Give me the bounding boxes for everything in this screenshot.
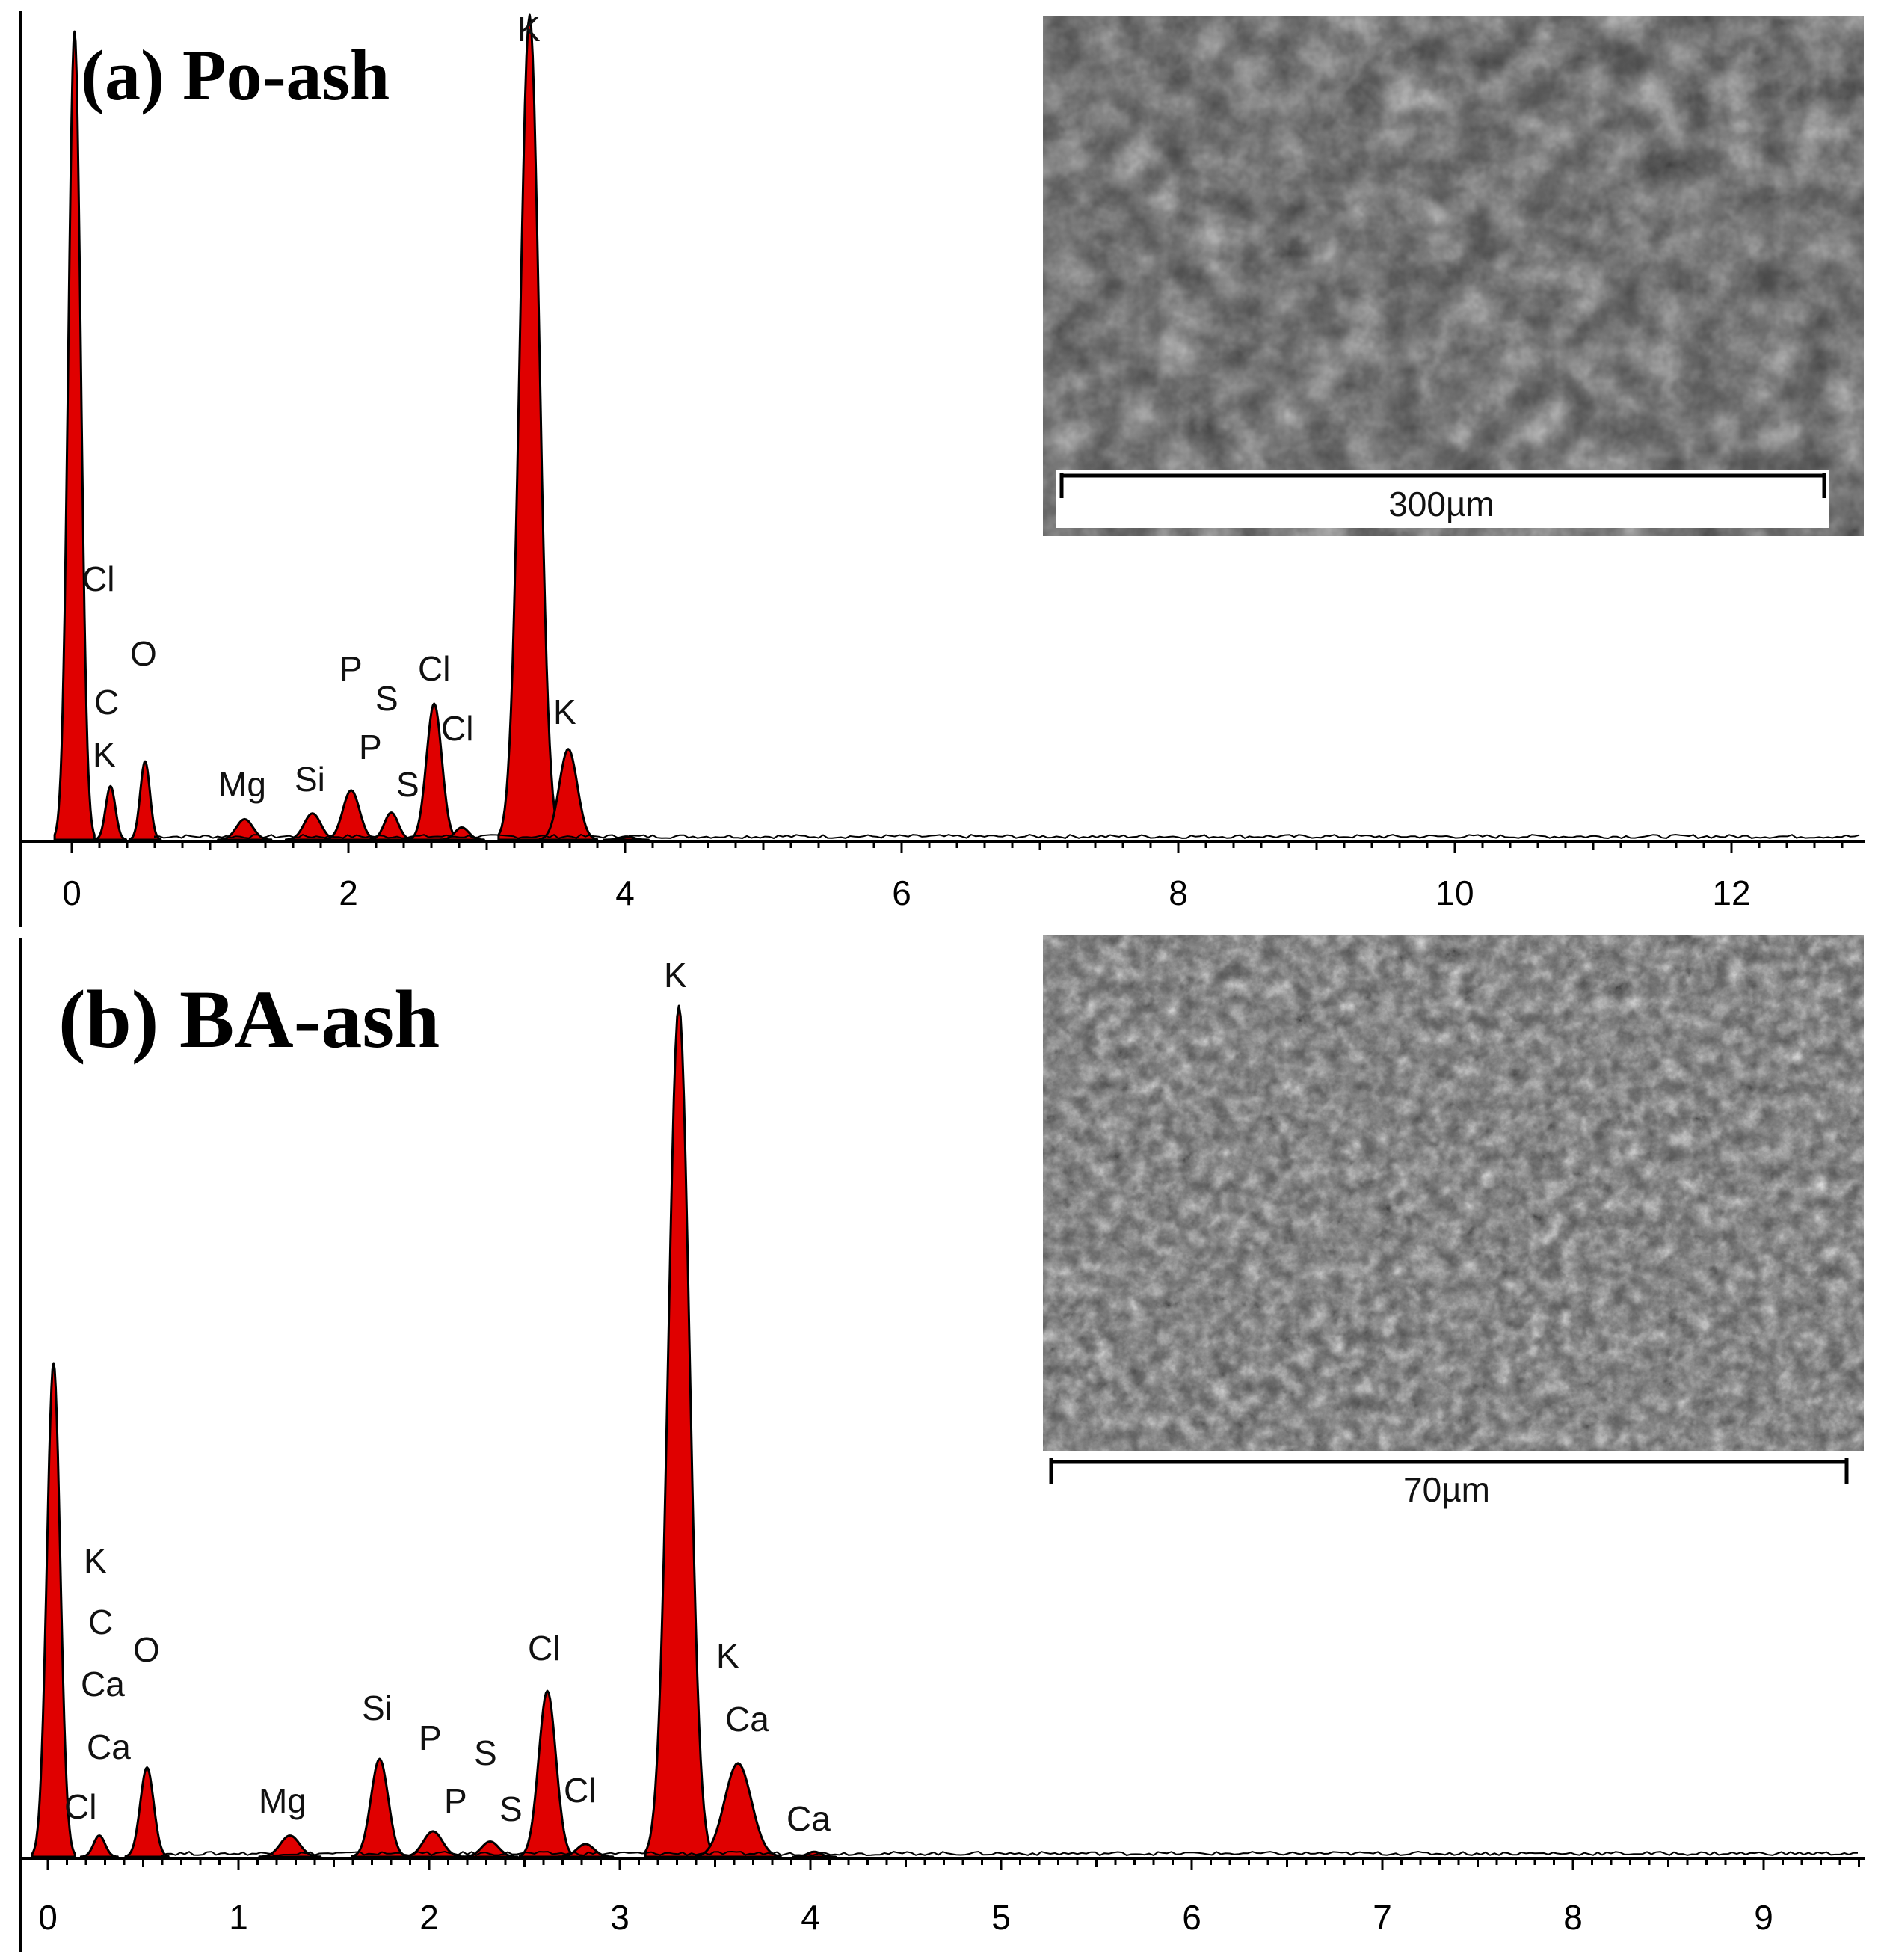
spectrum-peak: [401, 1830, 465, 1858]
peak-label: S: [499, 1790, 523, 1828]
peak-label: Cl: [64, 1787, 96, 1826]
x-tick-labels-b: 0 1 2 3 4 5 6 7 8 9: [38, 1898, 1773, 1937]
peak-label: C: [94, 683, 119, 722]
tick-label: 10: [1435, 873, 1474, 912]
tick-label: 8: [1169, 873, 1188, 912]
tick-label: 0: [62, 873, 81, 912]
baseline-noise: [154, 833, 1860, 840]
baseline-noise-a: [154, 833, 1860, 840]
x-tick-labels-a: 0 2 4 6 8 10 12: [62, 873, 1750, 912]
peak-label: O: [130, 634, 157, 673]
spectrum-peak: [644, 1004, 714, 1858]
scale-bar-label-b: 70µm: [1403, 1470, 1490, 1509]
peak-label: Ca: [786, 1799, 831, 1838]
peak-label: Ca: [87, 1727, 131, 1766]
peak-label: S: [474, 1733, 497, 1772]
tick-label: 5: [991, 1898, 1011, 1937]
tick-label: 2: [419, 1898, 439, 1937]
spectrum-peak: [258, 1834, 322, 1858]
tick-label: 4: [801, 1898, 820, 1937]
peak-label: Cl: [528, 1629, 560, 1668]
peak-label: C: [88, 1603, 113, 1641]
peak-label: Mg: [218, 765, 266, 804]
sem-inset-b: 70µm: [1043, 935, 1864, 1511]
peak-label: K: [716, 1636, 739, 1675]
spectrum-peak: [518, 1689, 576, 1858]
spectrum-peak: [124, 1766, 170, 1858]
scale-bar-panel-a: [1056, 470, 1829, 528]
spectrum-peak: [128, 760, 162, 841]
panel-title-a: (a) Po-ash: [81, 35, 390, 115]
peak-label: K: [553, 692, 576, 731]
sem-texture-b: [1043, 935, 1864, 1451]
x-ticks-b: [46, 1858, 1860, 1870]
tick-label: 6: [892, 873, 911, 912]
panel-b: 0 1 2 3 4 5 6 7 8 9 (b) BA-ash K C O Ca …: [19, 935, 1865, 1952]
peak-label: P: [359, 728, 382, 767]
scale-bar-label-a: 300µm: [1388, 485, 1494, 523]
tick-label: 4: [615, 873, 635, 912]
panel-title-b: (b) BA-ash: [58, 974, 440, 1065]
spectrum-peak: [93, 784, 127, 841]
peak-label: Cl: [441, 709, 473, 748]
peak-label: P: [444, 1781, 467, 1820]
tick-label: 12: [1712, 873, 1750, 912]
spectrum-peak: [694, 1762, 782, 1858]
baseline-noise: [161, 1850, 1858, 1857]
peak-labels-a: Cl C O K Mg Si P S Cl P S Cl K K: [82, 10, 576, 804]
baseline-noise-b: [161, 1850, 1858, 1857]
tick-label: 1: [229, 1898, 248, 1937]
peak-labels-b: K C O Ca Ca Cl Mg Si P S P S Cl Cl K K C…: [64, 956, 831, 1838]
peak-label: K: [93, 735, 116, 774]
peak-label: Ca: [725, 1700, 769, 1739]
tick-label: 2: [339, 873, 358, 912]
peak-label: S: [396, 765, 419, 804]
tick-label: 6: [1182, 1898, 1201, 1937]
spectrum-peak: [79, 1834, 119, 1858]
peak-label: K: [84, 1541, 107, 1580]
spectrum-peak: [31, 1362, 76, 1858]
peak-label: Si: [362, 1689, 392, 1727]
tick-label: 3: [610, 1898, 629, 1937]
spectrum-b: [31, 1004, 837, 1858]
spectrum-peak: [351, 1757, 408, 1858]
peak-label: Cl: [418, 649, 450, 688]
spectrum-peak: [497, 13, 562, 841]
peak-label: K: [517, 10, 541, 49]
peak-label: P: [419, 1718, 442, 1757]
tick-label: 9: [1754, 1898, 1773, 1937]
peak-label: P: [339, 649, 363, 688]
tick-label: 8: [1563, 1898, 1583, 1937]
panel-a: 0 2 4 6 8 10 12 (a) Po-ash Cl C O K Mg S…: [19, 10, 1865, 927]
peak-label: Mg: [259, 1781, 307, 1820]
spectrum-peak: [53, 30, 96, 841]
peak-label: Si: [295, 760, 325, 799]
peak-label: Ca: [81, 1665, 125, 1704]
peak-label: S: [375, 679, 398, 718]
sem-inset-a: 300µm: [1043, 16, 1864, 536]
spectrum-peak: [323, 789, 379, 841]
x-ticks-a: [70, 841, 1844, 853]
peak-label: Cl: [564, 1771, 596, 1810]
peak-label: Cl: [82, 559, 114, 598]
sem-texture-a: [1043, 16, 1864, 536]
tick-label: 7: [1373, 1898, 1392, 1937]
peak-label: O: [133, 1630, 160, 1669]
tick-label: 0: [38, 1898, 58, 1937]
spectrum-peak: [408, 702, 460, 841]
peak-label: K: [664, 956, 687, 995]
